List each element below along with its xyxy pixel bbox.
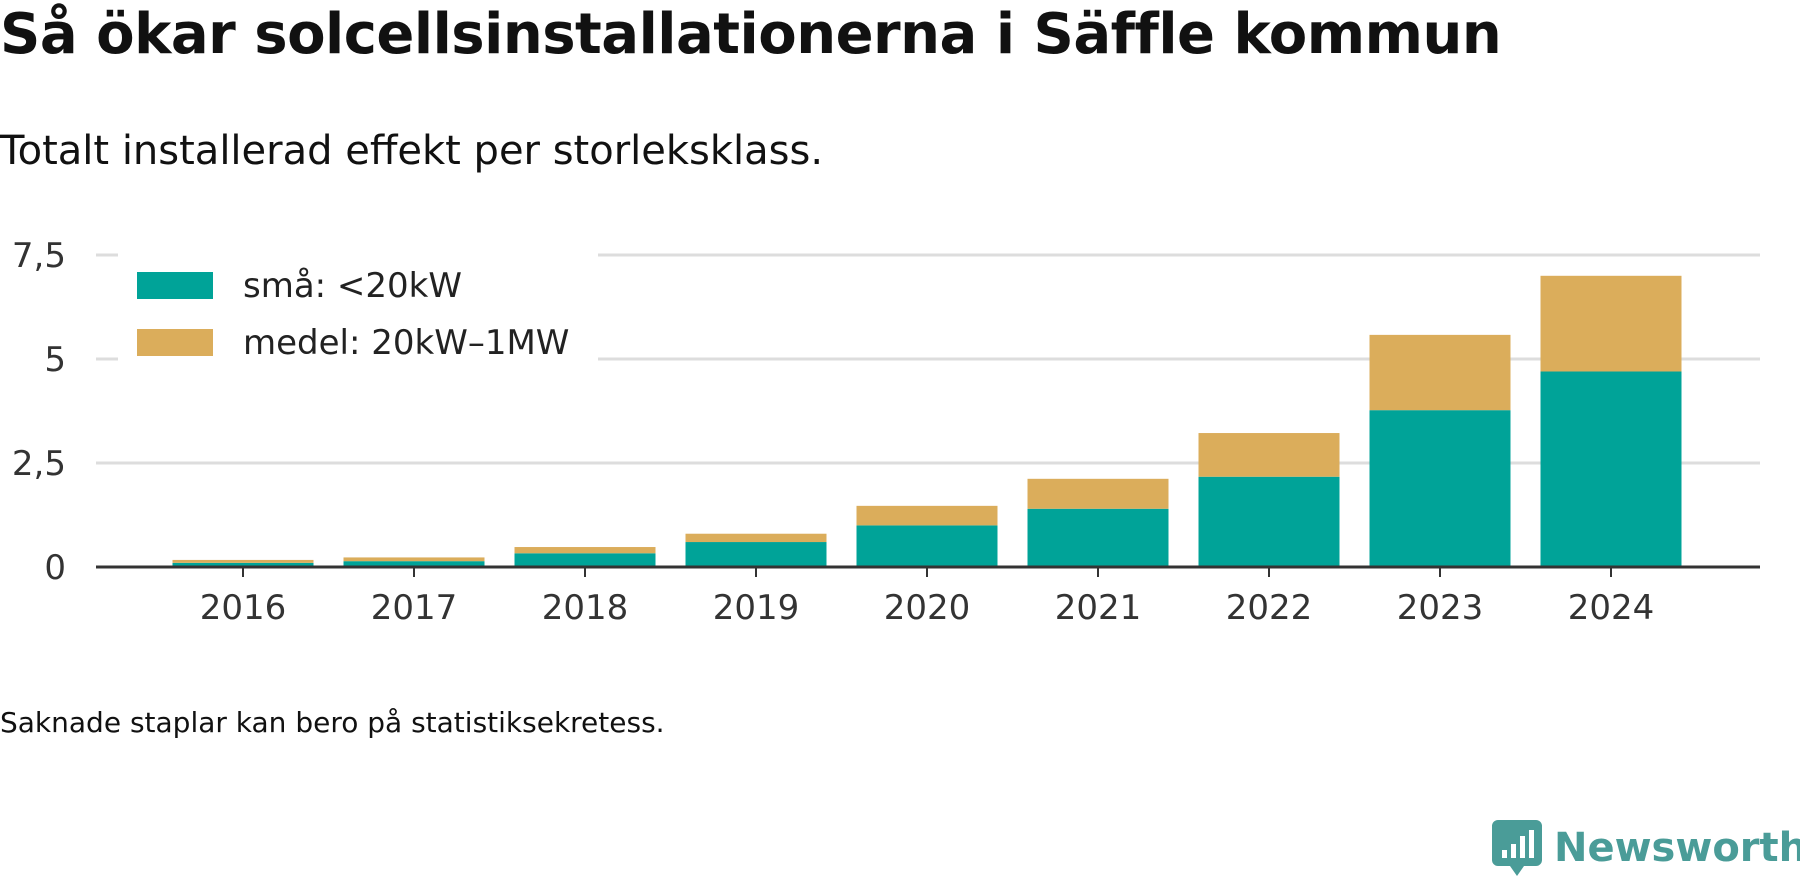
footnote: Saknade staplar kan bero på statistiksek… bbox=[0, 706, 665, 739]
x-tick-label: 2022 bbox=[1226, 588, 1313, 628]
x-tick-label: 2018 bbox=[542, 588, 629, 628]
bar-medium-2022 bbox=[1198, 433, 1340, 477]
bar-small-2016 bbox=[172, 562, 314, 567]
newsworthy-logo-icon bbox=[1492, 820, 1542, 876]
bar-medium-2023 bbox=[1369, 334, 1511, 411]
bar-small-2022 bbox=[1198, 476, 1340, 567]
bar-medium-2018 bbox=[514, 547, 656, 554]
x-tick-label: 2023 bbox=[1397, 588, 1484, 628]
y-tick-label: 2,5 bbox=[12, 444, 66, 484]
stacked-bar-chart: 0 2,5 5 7,5 2016 2017 2018 2019 2020 2021 2022 2023… bbox=[12, 236, 1760, 628]
legend: små: <20kW medel: 20kW–1MW bbox=[118, 250, 598, 365]
bar-medium-2016 bbox=[172, 559, 314, 563]
y-tick-label: 5 bbox=[44, 340, 66, 380]
chart-subtitle: Totalt installerad effekt per storlekskl… bbox=[0, 128, 824, 174]
bar-medium-2024 bbox=[1540, 275, 1682, 372]
bar-small-2020 bbox=[856, 525, 998, 567]
bar-small-2017 bbox=[343, 561, 485, 567]
brand-logo[interactable]: Newsworthy bbox=[1492, 818, 1800, 878]
y-tick-label: 0 bbox=[44, 548, 66, 588]
bar-medium-2021 bbox=[1027, 478, 1169, 509]
x-tick-label: 2020 bbox=[884, 588, 971, 628]
legend-label: medel: 20kW–1MW bbox=[243, 323, 569, 363]
x-tick-label: 2017 bbox=[371, 588, 458, 628]
bar-small-2023 bbox=[1369, 410, 1511, 567]
y-tick-label: 7,5 bbox=[12, 236, 66, 276]
legend-swatch bbox=[137, 272, 213, 299]
x-tick-label: 2021 bbox=[1055, 588, 1142, 628]
x-tick-label: 2016 bbox=[200, 588, 287, 628]
bar-small-2019 bbox=[685, 542, 827, 567]
chart-title: Så ökar solcellsinstallationerna i Säffl… bbox=[0, 2, 1502, 67]
bar-medium-2019 bbox=[685, 533, 827, 543]
brand-name: Newsworthy bbox=[1554, 825, 1800, 871]
x-tick-label: 2024 bbox=[1568, 588, 1655, 628]
axis-layer: 0 2,5 5 7,5 2016 2017 2018 2019 2020 2021 2022 2023… bbox=[12, 236, 1760, 628]
bars-layer bbox=[172, 275, 1682, 567]
bar-small-2024 bbox=[1540, 371, 1682, 567]
bar-medium-2020 bbox=[856, 505, 998, 526]
legend-swatch bbox=[137, 329, 213, 356]
x-tick-label: 2019 bbox=[713, 588, 800, 628]
bar-small-2018 bbox=[514, 553, 656, 567]
bar-small-2021 bbox=[1027, 508, 1169, 567]
legend-label: små: <20kW bbox=[243, 266, 462, 306]
bar-medium-2017 bbox=[343, 557, 485, 562]
